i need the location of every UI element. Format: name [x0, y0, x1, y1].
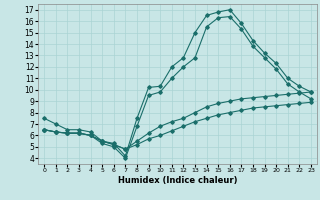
X-axis label: Humidex (Indice chaleur): Humidex (Indice chaleur) [118, 176, 237, 185]
